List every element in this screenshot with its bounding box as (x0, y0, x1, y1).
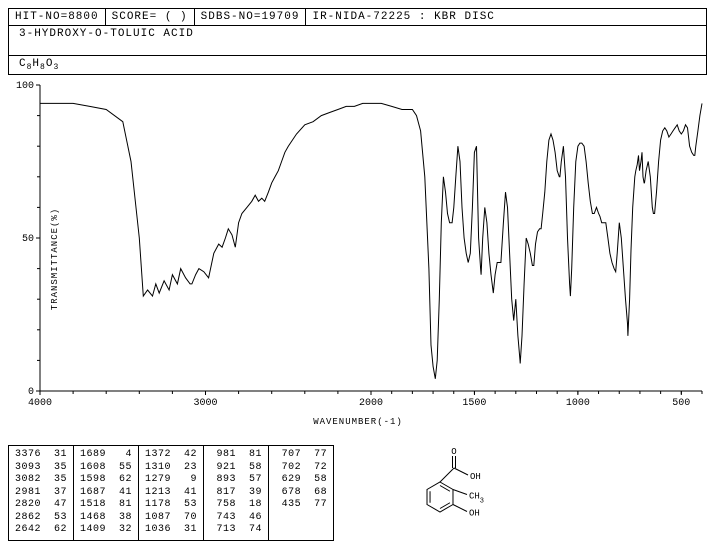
peak-column: 707 77 702 72 629 58 678 68 435 77 (269, 446, 333, 540)
x-axis-label: WAVENUMBER(-1) (313, 417, 403, 427)
peak-entry: 678 68 (275, 487, 327, 500)
svg-text:OH: OH (470, 472, 481, 482)
peak-entry: 1036 31 (145, 524, 197, 537)
svg-text:CH3: CH3 (469, 492, 484, 506)
peak-column: 3376 313093 353082 352981 372820 472862 … (9, 446, 74, 540)
score-cell: SCORE= ( ) (106, 9, 195, 25)
ir-spectrum-chart: 0 50 100 4000 3000 2000 1500 1000 500 TRANSMITTA… (8, 79, 708, 439)
peak-entry: 1598 62 (80, 474, 132, 487)
peak-entry: 981 81 (210, 449, 262, 462)
peak-entry: 629 58 (275, 474, 327, 487)
header-row: HIT-NO=8800 SCORE= ( ) SDBS-NO=19709 IR-… (8, 8, 707, 26)
svg-text:100: 100 (16, 81, 34, 92)
peak-entry: 1518 81 (80, 499, 132, 512)
peak-entry: 817 39 (210, 487, 262, 500)
peak-entry: 3376 31 (15, 449, 67, 462)
peak-entry: 1468 38 (80, 512, 132, 525)
peak-entry: 435 77 (275, 499, 327, 512)
peak-column: 1689 41608 551598 621687 411518 811468 3… (74, 446, 139, 540)
peak-entry: 758 18 (210, 499, 262, 512)
peak-entry: 1087 70 (145, 512, 197, 525)
peak-entry: 1279 9 (145, 474, 197, 487)
peak-table: 3376 313093 353082 352981 372820 472862 … (8, 445, 334, 541)
peak-entry: 707 77 (275, 449, 327, 462)
peak-entry: 1687 41 (80, 487, 132, 500)
hit-no-cell: HIT-NO=8800 (9, 9, 106, 25)
svg-text:2000: 2000 (359, 398, 383, 409)
peak-column: 981 81 921 58 893 57 817 39 758 18 743 4… (204, 446, 269, 540)
molecular-formula: C8H8O3 (8, 56, 707, 75)
peak-entry: 1608 55 (80, 462, 132, 475)
peak-entry: 702 72 (275, 462, 327, 475)
bottom-section: 3376 313093 353082 352981 372820 472862 … (8, 445, 707, 541)
molecular-structure: O OH CH3 OH (404, 445, 524, 533)
peak-entry: 1310 23 (145, 462, 197, 475)
peak-entry: 3093 35 (15, 462, 67, 475)
sdbs-no-cell: SDBS-NO=19709 (195, 9, 307, 25)
peak-entry: 1689 4 (80, 449, 132, 462)
peak-entry: 1213 41 (145, 487, 197, 500)
svg-text:3000: 3000 (193, 398, 217, 409)
svg-text:0: 0 (28, 387, 34, 398)
svg-text:1000: 1000 (566, 398, 590, 409)
peak-entry: 2642 62 (15, 524, 67, 537)
peak-entry: 2862 53 (15, 512, 67, 525)
peak-entry: 1409 32 (80, 524, 132, 537)
peak-entry: 713 74 (210, 524, 262, 537)
peak-entry: 893 57 (210, 474, 262, 487)
peak-entry: 2981 37 (15, 487, 67, 500)
peak-entry: 1178 53 (145, 499, 197, 512)
spectrum-svg: 0 50 100 4000 3000 2000 1500 1000 500 (8, 79, 708, 419)
peak-entry: 743 46 (210, 512, 262, 525)
svg-text:OH: OH (469, 509, 480, 519)
peak-entry: 2820 47 (15, 499, 67, 512)
peak-entry: 1372 42 (145, 449, 197, 462)
peak-entry: 921 58 (210, 462, 262, 475)
svg-text:4000: 4000 (28, 398, 52, 409)
peak-entry: 3082 35 (15, 474, 67, 487)
y-axis-label: TRANSMITTANCE(%) (50, 208, 60, 310)
svg-text:O: O (451, 447, 456, 457)
ir-info-cell: IR-NIDA-72225 : KBR DISC (306, 9, 706, 25)
svg-text:500: 500 (672, 398, 690, 409)
svg-text:1500: 1500 (462, 398, 486, 409)
peak-column: 1372 421310 231279 91213 411178 531087 7… (139, 446, 204, 540)
svg-text:50: 50 (22, 234, 34, 245)
compound-title: 3-HYDROXY-O-TOLUIC ACID (8, 26, 707, 56)
